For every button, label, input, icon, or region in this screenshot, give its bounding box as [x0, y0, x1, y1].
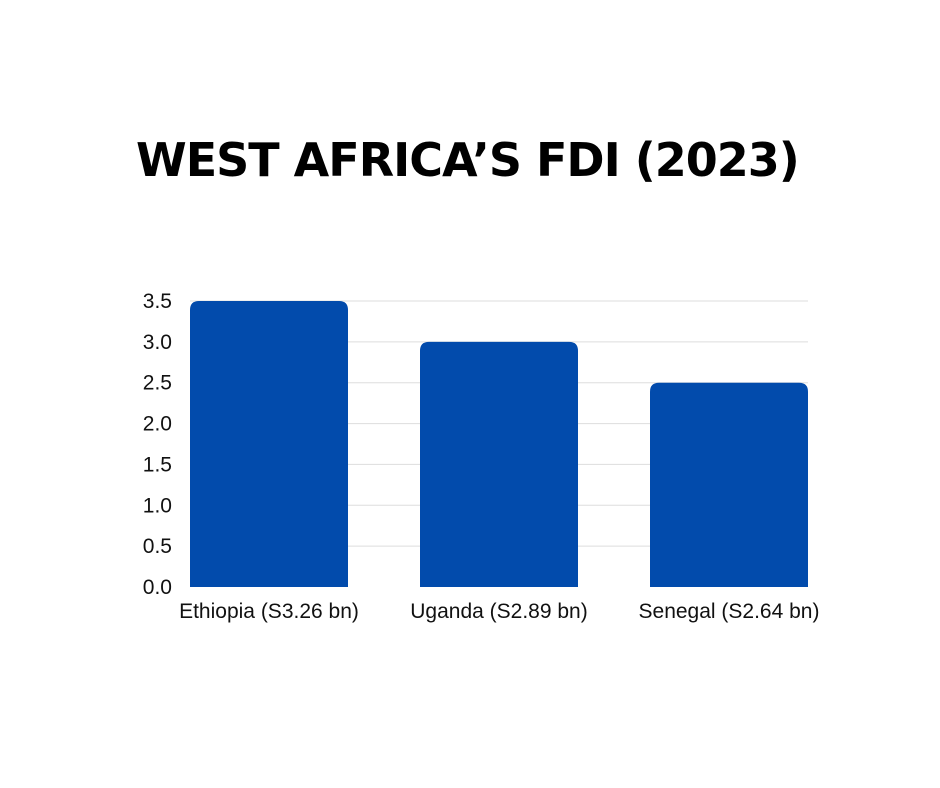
bars	[190, 301, 808, 587]
y-tick-label: 1.5	[143, 453, 172, 476]
y-tick-label: 3.5	[143, 290, 172, 313]
y-tick-label: 2.5	[143, 372, 172, 395]
bar-1	[190, 301, 348, 587]
y-tick-label: 0.0	[143, 576, 172, 599]
chart-title: WEST AFRICA’S FDI (2023)	[136, 133, 800, 187]
x-axis-labels: Ethiopia (S3.26 bn) Uganda (S2.89 bn) Sene…	[179, 600, 819, 623]
bar-3	[650, 382, 808, 587]
x-category-label: Ethiopia (S3.26 bn)	[179, 600, 359, 623]
y-tick-label: 0.5	[143, 535, 172, 558]
y-tick-label: 3.0	[143, 331, 172, 354]
bar-2	[420, 341, 578, 587]
y-axis-ticks: 0.0 0.5 1.0 1.5 2.0 2.5 3.0 3.5	[143, 290, 172, 599]
y-tick-label: 1.0	[143, 494, 172, 517]
x-category-label: Uganda (S2.89 bn)	[410, 600, 587, 623]
x-category-label: Senegal (S2.64 bn)	[639, 600, 820, 623]
y-tick-label: 2.0	[143, 413, 172, 436]
